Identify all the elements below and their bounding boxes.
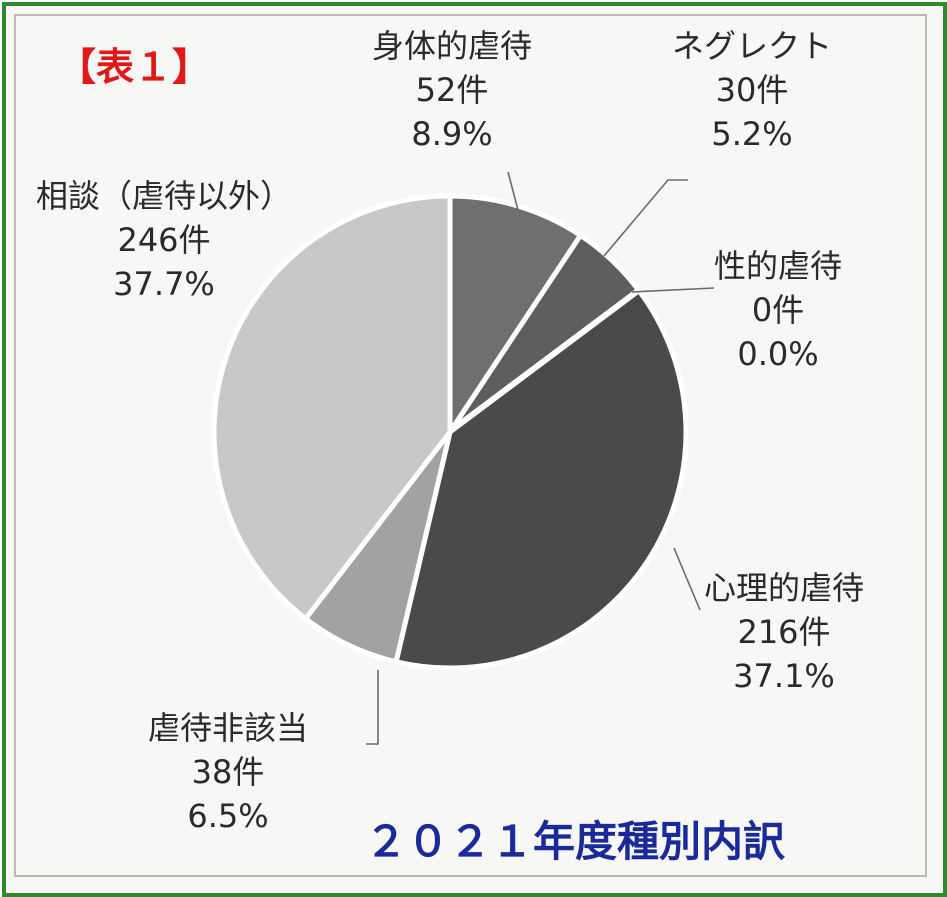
chart-inner-border <box>14 14 927 877</box>
slice-pct-psychological-abuse: 37.1% <box>733 657 835 695</box>
slice-count-physical-abuse: 52件 <box>415 71 489 109</box>
slice-count-neglect: 30件 <box>715 71 789 109</box>
slice-count-sexual-abuse: 0件 <box>751 291 805 329</box>
leader-line-neglect <box>603 179 688 257</box>
data-label-physical-abuse: 身体的虐待 52件 8.9% <box>372 24 532 156</box>
slice-count-not-abuse: 38件 <box>191 753 265 791</box>
data-label-psychological-abuse: 心理的虐待 216件 37.1% <box>704 566 864 698</box>
pie-slice-psychological-abuse <box>393 288 689 671</box>
table-tag: 【表１】 <box>58 45 211 89</box>
data-label-sexual-abuse: 性的虐待 0件 0.0% <box>714 244 842 376</box>
slice-pct-neglect: 5.2% <box>711 115 793 153</box>
leader-line-sexual-abuse <box>631 287 715 293</box>
leader-line-not-abuse <box>366 670 379 745</box>
pie-slice-consultation <box>211 193 453 622</box>
slice-name-neglect: ネグレクト <box>672 27 833 65</box>
slice-name-not-abuse: 虐待非該当 <box>148 709 309 747</box>
data-label-not-abuse: 虐待非該当 38件 6.5% <box>148 706 308 838</box>
pie-slices <box>211 193 689 671</box>
leader-line-physical-abuse <box>507 171 519 211</box>
leader-lines <box>366 171 715 745</box>
slice-pct-sexual-abuse: 0.0% <box>737 335 819 373</box>
slice-name-sexual-abuse: 性的虐待 <box>714 247 843 285</box>
slice-count-consultation: 246件 <box>117 221 211 259</box>
slice-name-consultation: 相談（虐待以外） <box>36 177 293 215</box>
slice-pct-consultation: 37.7% <box>113 265 215 303</box>
slice-pct-physical-abuse: 8.9% <box>411 115 493 153</box>
data-label-neglect: ネグレクト 30件 5.2% <box>672 24 832 156</box>
pie-slice-physical-abuse <box>447 193 584 435</box>
slice-pct-not-abuse: 6.5% <box>187 797 269 835</box>
slice-name-psychological-abuse: 心理的虐待 <box>704 569 865 607</box>
slice-count-psychological-abuse: 216件 <box>737 613 831 651</box>
slice-name-physical-abuse: 身体的虐待 <box>372 27 533 65</box>
leader-line-psychological-abuse <box>673 547 701 611</box>
data-label-consultation: 相談（虐待以外） 246件 37.7% <box>36 174 292 306</box>
chart-title: ２０２１年度種別内訳 <box>365 817 786 866</box>
